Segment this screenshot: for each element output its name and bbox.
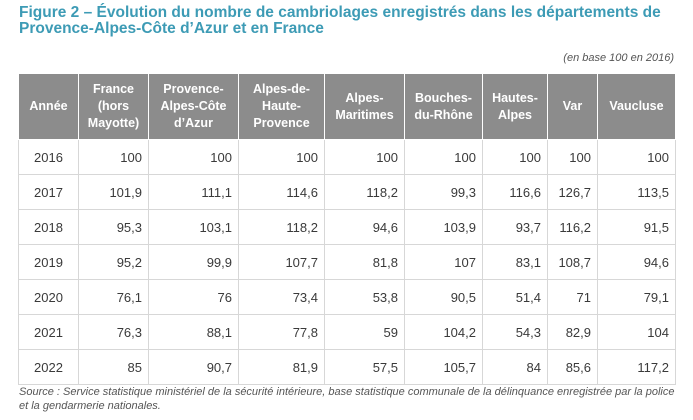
value-cell: 104 [597,314,676,350]
value-cell: 116,6 [482,174,548,210]
value-cell: 118,2 [324,174,405,210]
value-cell: 118,2 [238,209,325,245]
value-cell: 79,1 [597,279,676,315]
value-cell: 103,1 [148,209,239,245]
year-cell: 2022 [18,349,79,385]
value-cell: 94,6 [597,244,676,280]
value-cell: 99,3 [404,174,483,210]
value-cell: 53,8 [324,279,405,315]
value-cell: 71 [547,279,598,315]
value-cell: 59 [324,314,405,350]
value-cell: 103,9 [404,209,483,245]
value-cell: 94,6 [324,209,405,245]
value-cell: 107 [404,244,483,280]
table-row: 2022 85 90,7 81,9 57,5 105,7 84 85,6 117,2 [18,349,676,385]
value-cell: 82,9 [547,314,598,350]
header-cell-vaucluse: Vaucluse [597,73,676,140]
year-cell: 2021 [18,314,79,350]
header-cell-alpes-maritimes: Alpes-Maritimes [324,73,405,140]
value-cell: 105,7 [404,349,483,385]
header-cell-france: France (hors Mayotte) [78,73,149,140]
table-row: 2018 95,3 103,1 118,2 94,6 103,9 93,7 116,2 91,5 [18,209,676,245]
value-cell: 108,7 [547,244,598,280]
header-row: Année France (hors Mayotte) Provence-Alp… [18,73,676,140]
table-body: 2016 100 100 100 100 100 100 100 100 2017 101,9 111… [18,139,676,385]
value-cell: 100 [482,139,548,175]
figure-title: Figure 2 – Évolution du nombre de cambri… [19,4,661,37]
value-cell: 100 [597,139,676,175]
table-row: 2019 95,2 99,9 107,7 81,8 107 83,1 108,7 94,6 [18,244,676,280]
value-cell: 100 [148,139,239,175]
value-cell: 90,5 [404,279,483,315]
value-cell: 95,3 [78,209,149,245]
value-cell: 81,9 [238,349,325,385]
value-cell: 113,5 [597,174,676,210]
header-cell-hautes-alpes: Hautes-Alpes [482,73,548,140]
year-cell: 2017 [18,174,79,210]
value-cell: 93,7 [482,209,548,245]
value-cell: 85,6 [547,349,598,385]
value-cell: 88,1 [148,314,239,350]
value-cell: 84 [482,349,548,385]
value-cell: 91,5 [597,209,676,245]
value-cell: 107,7 [238,244,325,280]
value-cell: 100 [238,139,325,175]
value-cell: 57,5 [324,349,405,385]
source-note: Source : Service statistique ministériel… [19,386,675,412]
value-cell: 101,9 [78,174,149,210]
value-cell: 77,8 [238,314,325,350]
year-cell: 2018 [18,209,79,245]
value-cell: 76,1 [78,279,149,315]
value-cell: 99,9 [148,244,239,280]
value-cell: 76 [148,279,239,315]
value-cell: 100 [404,139,483,175]
value-cell: 100 [547,139,598,175]
value-cell: 85 [78,349,149,385]
table-row: 2016 100 100 100 100 100 100 100 100 [18,139,676,175]
value-cell: 116,2 [547,209,598,245]
value-cell: 100 [78,139,149,175]
base-note: (en base 100 en 2016) [563,52,674,64]
value-cell: 83,1 [482,244,548,280]
value-cell: 90,7 [148,349,239,385]
value-cell: 100 [324,139,405,175]
header-cell-alpes-de-haute-provence: Alpes-de-Haute-Provence [238,73,325,140]
value-cell: 95,2 [78,244,149,280]
header-cell-annee: Année [18,73,79,140]
table-row: 2021 76,3 88,1 77,8 59 104,2 54,3 82,9 104 [18,314,676,350]
value-cell: 81,8 [324,244,405,280]
value-cell: 114,6 [238,174,325,210]
table-row: 2017 101,9 111,1 114,6 118,2 99,3 116,6 126,7 11… [18,174,676,210]
value-cell: 76,3 [78,314,149,350]
year-cell: 2020 [18,279,79,315]
value-cell: 54,3 [482,314,548,350]
table-row: 2020 76,1 76 73,4 53,8 90,5 51,4 71 79,1 [18,279,676,315]
value-cell: 117,2 [597,349,676,385]
header-cell-bouches-du-rhone: Bouches-du-Rhône [404,73,483,140]
value-cell: 73,4 [238,279,325,315]
burglary-table: Année France (hors Mayotte) Provence-Alp… [18,73,676,385]
value-cell: 126,7 [547,174,598,210]
year-cell: 2016 [18,139,79,175]
header-cell-var: Var [547,73,598,140]
value-cell: 51,4 [482,279,548,315]
year-cell: 2019 [18,244,79,280]
value-cell: 104,2 [404,314,483,350]
value-cell: 111,1 [148,174,239,210]
header-cell-paca: Provence-Alpes-Côte d’Azur [148,73,239,140]
